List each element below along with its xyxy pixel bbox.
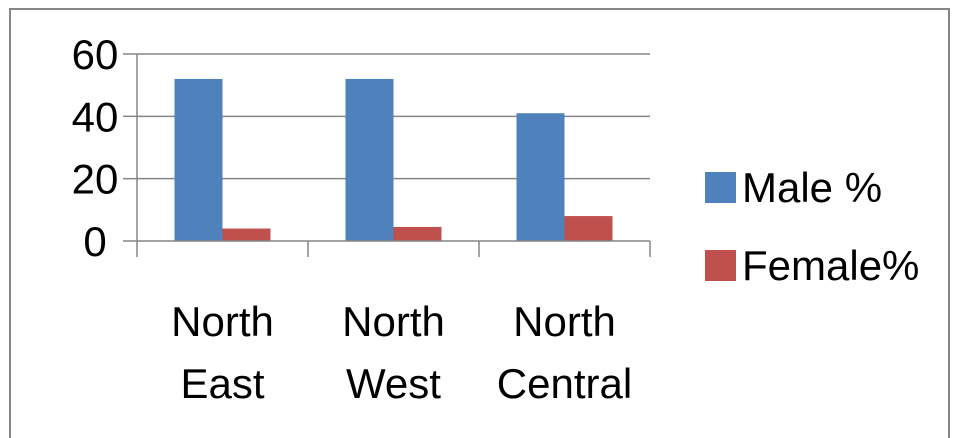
labels: 0 20 40 60 North East North West North Central <box>72 31 633 407</box>
category-label: West <box>346 360 441 407</box>
category-label: North <box>513 298 616 345</box>
bars <box>174 78 613 241</box>
bar <box>345 78 394 241</box>
legend-label: Female% <box>742 242 919 289</box>
category-label: North <box>342 298 445 345</box>
bar <box>393 226 442 241</box>
bar <box>516 113 565 241</box>
y-tick-label: 40 <box>72 93 119 140</box>
legend-swatch <box>705 172 736 203</box>
chart-frame <box>9 8 950 438</box>
axes <box>123 53 651 257</box>
legend: Male % Female% <box>705 164 919 289</box>
y-tick-label: 20 <box>72 156 119 203</box>
bar <box>174 78 223 241</box>
bar <box>222 228 271 241</box>
legend-swatch <box>705 250 736 281</box>
bar <box>564 216 613 241</box>
legend-label: Male % <box>742 164 882 211</box>
y-tick-label: 60 <box>72 31 119 78</box>
category-label: North <box>171 298 274 345</box>
category-label: Central <box>497 360 632 407</box>
category-label: East <box>180 360 264 407</box>
y-tick-label: 0 <box>83 218 106 265</box>
